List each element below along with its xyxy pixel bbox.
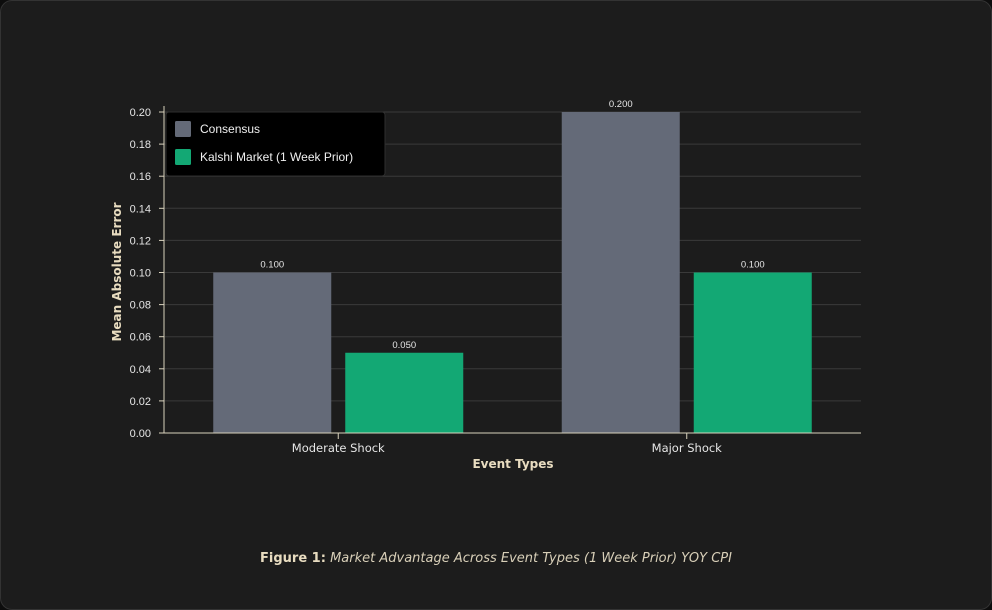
- legend-label-kalshi: Kalshi Market (1 Week Prior): [200, 150, 353, 164]
- x-category-label: Moderate Shock: [292, 441, 385, 455]
- legend-swatch-kalshi: [175, 149, 191, 165]
- bar-consensus-1: [561, 112, 680, 433]
- y-tick-label: 0.14: [130, 203, 151, 215]
- figure-caption: Figure 1: Market Advantage Across Event …: [0, 551, 992, 566]
- bar-value-label: 0.200: [609, 99, 633, 110]
- bar-kalshi-0: [345, 352, 464, 433]
- bar-value-label: 0.100: [260, 260, 284, 271]
- x-category-label: Major Shock: [652, 441, 723, 455]
- legend-label-consensus: Consensus: [200, 122, 260, 136]
- y-tick-label: 0.02: [130, 396, 151, 408]
- legend-swatch-consensus: [175, 121, 191, 137]
- caption-label: Figure 1:: [260, 551, 326, 566]
- y-tick-label: 0.10: [130, 268, 151, 280]
- bar-consensus-0: [213, 272, 332, 433]
- y-tick-label: 0.00: [130, 428, 151, 440]
- legend: Consensus Kalshi Market (1 Week Prior): [165, 111, 386, 177]
- y-tick-label: 0.04: [130, 364, 151, 376]
- bar-value-label: 0.050: [392, 340, 416, 351]
- y-tick-label: 0.06: [130, 332, 151, 344]
- y-tick-label: 0.16: [130, 171, 151, 183]
- bar-value-label: 0.100: [741, 260, 765, 271]
- y-tick-label: 0.12: [130, 235, 151, 247]
- y-tick-label: 0.20: [130, 107, 151, 119]
- legend-box: [165, 111, 386, 177]
- bars: 0.100 0.050 0.200 0.100: [213, 99, 812, 433]
- caption-text: Market Advantage Across Event Types (1 W…: [330, 551, 732, 566]
- axes: 0.00 0.02 0.04 0.06 0.08 0.10 0.12 0.14 0.16 0.18…: [130, 106, 861, 455]
- y-tick-label: 0.08: [130, 300, 151, 312]
- y-tick-label: 0.18: [130, 139, 151, 151]
- bar-kalshi-1: [693, 272, 812, 433]
- y-axis-title: Mean Absolute Error: [110, 202, 124, 341]
- x-axis-title: Event Types: [472, 457, 553, 471]
